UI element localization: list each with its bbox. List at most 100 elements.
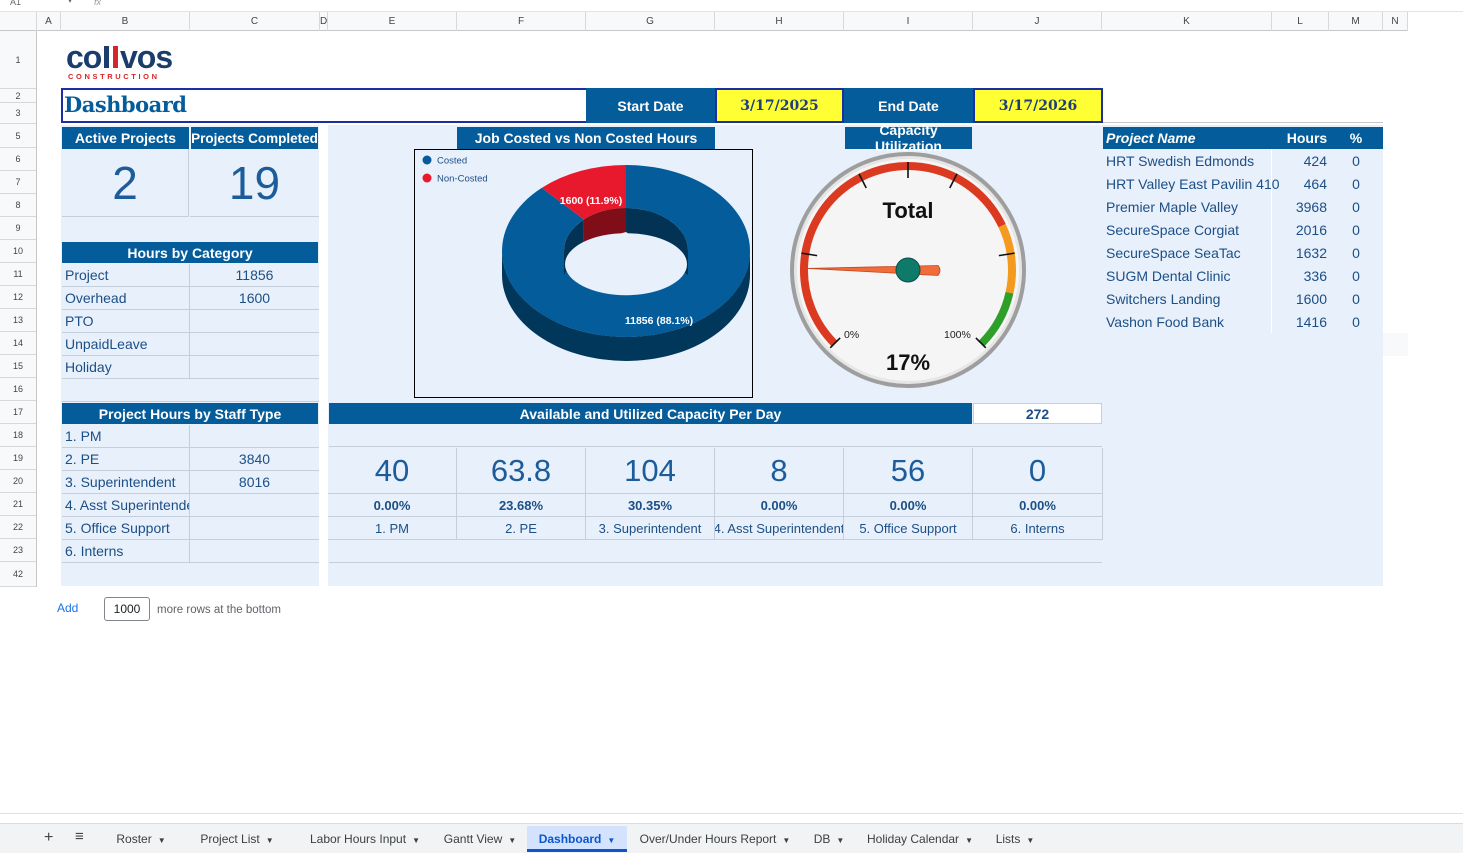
column-header[interactable]: B bbox=[61, 12, 190, 31]
chevron-down-icon[interactable]: ▾ bbox=[68, 0, 73, 5]
row-header[interactable]: 8 bbox=[0, 194, 36, 217]
column-header[interactable]: L bbox=[1272, 12, 1329, 31]
row-header[interactable]: 19 bbox=[0, 447, 36, 470]
project-name: Switchers Landing bbox=[1103, 287, 1272, 310]
horizontal-scrollbar[interactable] bbox=[0, 813, 1463, 823]
sheet-tab-gantt-view[interactable]: Gantt View ▼ bbox=[433, 826, 527, 852]
row-header[interactable]: 5 bbox=[0, 124, 36, 148]
active-projects-label: Active Projects bbox=[62, 127, 189, 149]
donut-data-label: 11856 (88.1%) bbox=[625, 315, 693, 327]
row-header[interactable]: 22 bbox=[0, 516, 36, 539]
chevron-down-icon: ▼ bbox=[607, 836, 616, 845]
column-header[interactable]: A bbox=[37, 12, 61, 31]
end-date-value[interactable]: 3/17/2026 bbox=[973, 88, 1103, 123]
capacity-percent: 0.00% bbox=[715, 494, 844, 517]
row-header[interactable]: 17 bbox=[0, 401, 36, 424]
sheet-tab-project-list[interactable]: Project List ▼ bbox=[177, 826, 297, 852]
sheet-tab-over-under-hours-report[interactable]: Over/Under Hours Report ▼ bbox=[627, 826, 803, 852]
capacity-percent: 0.00% bbox=[328, 494, 457, 517]
row-header[interactable]: 23 bbox=[0, 539, 36, 562]
row-headers: 1 2 3 5 6 7 8 9 10 11 12 13 14 15 16 17 … bbox=[0, 31, 37, 587]
row-header[interactable]: 12 bbox=[0, 286, 36, 309]
sheet-tab-holiday-calendar[interactable]: Holiday Calendar ▼ bbox=[855, 826, 985, 852]
column-header[interactable]: E bbox=[328, 12, 457, 31]
add-sheet-icon[interactable]: + bbox=[44, 829, 54, 846]
sheet-tab-db[interactable]: DB ▼ bbox=[803, 826, 855, 852]
sheet-tab-label: Roster bbox=[116, 832, 152, 846]
column-headers: A B C D E F G H I J K L M N bbox=[0, 12, 1408, 31]
row-header[interactable]: 13 bbox=[0, 309, 36, 332]
row-header[interactable]: 2 bbox=[0, 89, 36, 103]
column-header[interactable]: G bbox=[586, 12, 715, 31]
gauge-tick bbox=[949, 173, 958, 189]
capacity-percent: 0.00% bbox=[973, 494, 1103, 517]
svg-text:CONSTRUCTION: CONSTRUCTION bbox=[68, 72, 160, 81]
legend-label: Non-Costed bbox=[437, 174, 488, 185]
logo: co vos CONSTRUCTION collvos bbox=[66, 39, 191, 85]
row-header[interactable]: 21 bbox=[0, 493, 36, 516]
row-header[interactable]: 3 bbox=[0, 103, 36, 124]
sheet-tab-labor-hours-input[interactable]: Labor Hours Input ▼ bbox=[297, 826, 433, 852]
all-sheets-menu-icon[interactable]: ≡ bbox=[75, 828, 84, 845]
donut-data-label: 1600 (11.9%) bbox=[560, 195, 622, 207]
capacity-label: 3. Superintendent bbox=[586, 517, 715, 540]
sheet-tab-bar bbox=[0, 823, 1463, 853]
column-header[interactable]: I bbox=[844, 12, 973, 31]
row-header[interactable]: 10 bbox=[0, 240, 36, 263]
donut-slice-costed[interactable] bbox=[502, 165, 750, 337]
column-header[interactable]: C bbox=[190, 12, 320, 31]
donut-hole bbox=[565, 233, 687, 296]
name-box[interactable]: A1 bbox=[10, 0, 22, 7]
project-name: SecureSpace Corgiat bbox=[1103, 218, 1272, 241]
project-name: Vashon Food Bank bbox=[1103, 310, 1272, 333]
column-header[interactable]: H bbox=[715, 12, 844, 31]
row-header[interactable]: 11 bbox=[0, 263, 36, 286]
staff-type-value bbox=[190, 517, 319, 540]
add-rows-button[interactable]: Add bbox=[57, 601, 79, 615]
category-label: Project bbox=[62, 264, 190, 287]
column-header[interactable]: N bbox=[1383, 12, 1408, 31]
row-header[interactable]: 1 bbox=[0, 31, 36, 89]
column-header[interactable]: J bbox=[973, 12, 1102, 31]
sheet-tab-roster[interactable]: Roster ▼ bbox=[105, 826, 177, 852]
donut-slice-non-costed[interactable] bbox=[541, 165, 626, 220]
gauge-min-label: 0% bbox=[844, 329, 859, 341]
capacity-value: 104 bbox=[586, 448, 715, 494]
row-header[interactable]: 14 bbox=[0, 332, 36, 355]
staff-type-value bbox=[190, 494, 319, 517]
row-header[interactable]: 16 bbox=[0, 378, 36, 401]
row-header[interactable]: 7 bbox=[0, 171, 36, 194]
row-header[interactable]: 18 bbox=[0, 424, 36, 447]
project-percent: 0 bbox=[1352, 152, 1360, 169]
sheet-tab-lists[interactable]: Lists ▼ bbox=[985, 826, 1045, 852]
column-header[interactable]: M bbox=[1329, 12, 1383, 31]
sheet-tab-dashboard[interactable]: Dashboard ▼ bbox=[527, 826, 627, 852]
capacity-spacer-row bbox=[329, 424, 1102, 447]
category-value bbox=[190, 310, 319, 333]
row-header[interactable]: 6 bbox=[0, 148, 36, 171]
add-rows-count-input[interactable]: 1000 bbox=[104, 597, 150, 621]
end-date-label: End Date bbox=[844, 88, 973, 123]
column-header[interactable]: D bbox=[320, 12, 328, 31]
row-header[interactable]: 42 bbox=[0, 562, 36, 587]
gauge-band-green bbox=[978, 291, 1014, 347]
row-header[interactable]: 20 bbox=[0, 470, 36, 493]
hours-column: Hours bbox=[1286, 130, 1328, 146]
capacity-percent: 0.00% bbox=[844, 494, 973, 517]
chevron-down-icon: ▼ bbox=[412, 836, 420, 845]
donut-chart-svg: Costed Non-Costed 11856 (88.1%) 1600 (11.9%… bbox=[422, 155, 750, 361]
column-header[interactable]: F bbox=[457, 12, 586, 31]
staff-type-label: 4. Asst Superintenden bbox=[62, 494, 190, 517]
row-header[interactable]: 15 bbox=[0, 355, 36, 378]
donut-chart: Costed Non-Costed 11856 (88.1%) 1600 (11.9%… bbox=[414, 149, 753, 398]
select-all-corner[interactable] bbox=[0, 12, 37, 31]
capacity-label: 2. PE bbox=[457, 517, 586, 540]
column-header[interactable]: K bbox=[1102, 12, 1272, 31]
staff-type-value: 8016 bbox=[190, 471, 319, 494]
svg-text:vos: vos bbox=[120, 42, 172, 75]
row-header[interactable]: 9 bbox=[0, 217, 36, 240]
gauge-tick bbox=[975, 337, 987, 349]
project-name: SUGM Dental Clinic bbox=[1103, 264, 1272, 287]
category-value bbox=[190, 333, 319, 356]
start-date-value[interactable]: 3/17/2025 bbox=[715, 88, 844, 123]
